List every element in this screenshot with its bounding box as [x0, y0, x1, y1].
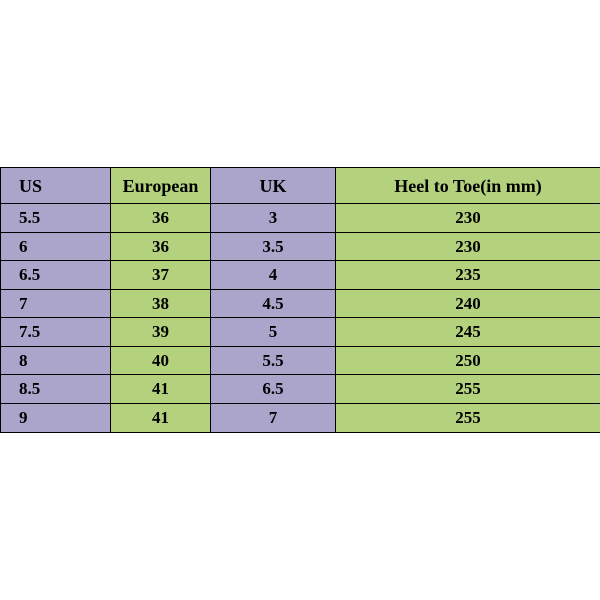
- cell-us: 7.5: [1, 318, 111, 347]
- cell-us: 9: [1, 403, 111, 432]
- cell-uk: 5: [211, 318, 336, 347]
- cell-us: 5.5: [1, 204, 111, 233]
- cell-us: 8: [1, 346, 111, 375]
- table-row: 9 41 7 255: [1, 403, 600, 432]
- table-row: 6.5 37 4 235: [1, 261, 600, 290]
- cell-us: 7: [1, 289, 111, 318]
- table-row: 8.5 41 6.5 255: [1, 375, 600, 404]
- cell-uk: 3: [211, 204, 336, 233]
- cell-eu: 41: [111, 375, 211, 404]
- cell-uk: 7: [211, 403, 336, 432]
- cell-uk: 6.5: [211, 375, 336, 404]
- cell-uk: 3.5: [211, 232, 336, 261]
- size-chart: US European UK Heel to Toe(in mm) 5.5 36…: [0, 167, 600, 432]
- cell-us: 6: [1, 232, 111, 261]
- cell-eu: 36: [111, 204, 211, 233]
- col-header-us: US: [1, 168, 111, 204]
- cell-heel: 230: [336, 232, 600, 261]
- cell-heel: 235: [336, 261, 600, 290]
- col-header-heel: Heel to Toe(in mm): [336, 168, 600, 204]
- cell-eu: 37: [111, 261, 211, 290]
- table-row: 6 36 3.5 230: [1, 232, 600, 261]
- cell-heel: 255: [336, 403, 600, 432]
- cell-us: 8.5: [1, 375, 111, 404]
- cell-heel: 240: [336, 289, 600, 318]
- cell-heel: 230: [336, 204, 600, 233]
- cell-us: 6.5: [1, 261, 111, 290]
- cell-uk: 5.5: [211, 346, 336, 375]
- cell-eu: 40: [111, 346, 211, 375]
- cell-heel: 245: [336, 318, 600, 347]
- table-row: 8 40 5.5 250: [1, 346, 600, 375]
- cell-heel: 255: [336, 375, 600, 404]
- size-table: US European UK Heel to Toe(in mm) 5.5 36…: [0, 167, 600, 432]
- col-header-eu: European: [111, 168, 211, 204]
- cell-uk: 4: [211, 261, 336, 290]
- cell-eu: 41: [111, 403, 211, 432]
- cell-eu: 38: [111, 289, 211, 318]
- header-row: US European UK Heel to Toe(in mm): [1, 168, 600, 204]
- table-row: 7.5 39 5 245: [1, 318, 600, 347]
- table-body: 5.5 36 3 230 6 36 3.5 230 6.5 37 4 235 7…: [1, 204, 600, 432]
- cell-eu: 36: [111, 232, 211, 261]
- table-row: 7 38 4.5 240: [1, 289, 600, 318]
- cell-eu: 39: [111, 318, 211, 347]
- cell-heel: 250: [336, 346, 600, 375]
- col-header-uk: UK: [211, 168, 336, 204]
- table-row: 5.5 36 3 230: [1, 204, 600, 233]
- cell-uk: 4.5: [211, 289, 336, 318]
